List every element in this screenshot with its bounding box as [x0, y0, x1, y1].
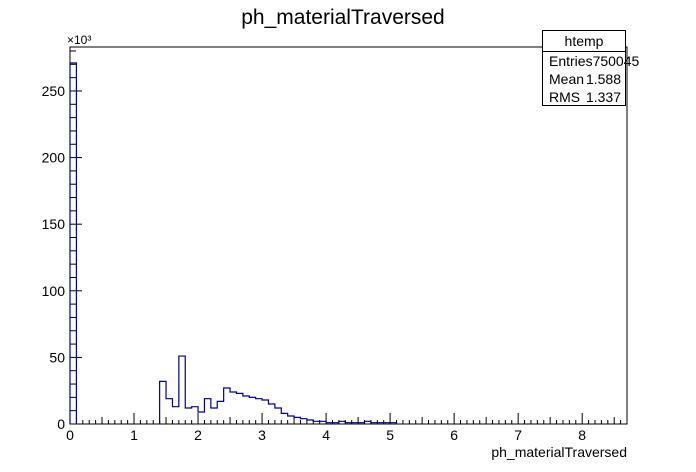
y-tick-label: 150: [42, 216, 66, 232]
histogram-bin: [236, 393, 242, 424]
histogram-bin: [224, 388, 230, 424]
stats-value: 750045: [592, 53, 640, 69]
histogram-bin: [198, 412, 204, 424]
histogram-bin: [172, 407, 178, 424]
histogram-bin: [256, 399, 262, 424]
x-tick-label: 7: [514, 427, 522, 443]
stats-label: RMS: [549, 89, 581, 105]
x-axis-ticks: 0 1 2 3 4 5 6 7 8: [66, 413, 586, 443]
histogram-bin: [166, 399, 172, 424]
x-tick-label: 1: [130, 427, 138, 443]
y-tick-label: 50: [49, 349, 65, 365]
y-tick-label: 100: [42, 283, 66, 299]
histogram-bin: [179, 356, 185, 424]
stats-row-mean: Mean 1.588: [543, 70, 625, 88]
y-axis-multiplier: ×10³: [67, 33, 91, 47]
histogram-series-line: [69, 62, 398, 424]
histogram-bin: [230, 392, 236, 424]
histogram-bin: [249, 397, 255, 424]
histogram-bin: [262, 400, 268, 424]
histogram-bin: [211, 408, 217, 424]
y-tick-label: 200: [42, 150, 66, 166]
histogram-bin: [300, 419, 306, 424]
histogram-bin: [217, 401, 223, 424]
histogram-bin: [288, 416, 294, 424]
histogram-bin: [268, 404, 274, 424]
x-tick-label: 0: [66, 427, 74, 443]
x-tick-label: 4: [322, 427, 330, 443]
x-tick-label: 2: [194, 427, 202, 443]
x-axis-label: ph_materialTraversed: [491, 444, 627, 460]
histogram-bin: [192, 407, 198, 424]
stats-label: Mean: [549, 71, 585, 87]
x-tick-label: 8: [578, 427, 586, 443]
histogram-bin: [204, 399, 210, 424]
stats-row-entries: Entries 750045: [543, 52, 639, 70]
stats-value: 1.337: [585, 89, 621, 105]
x-tick-label: 6: [450, 427, 458, 443]
histogram-bin: [281, 413, 287, 424]
histogram-bin: [243, 396, 249, 424]
x-tick-label: 3: [258, 427, 266, 443]
axis-minor-ticks: [70, 50, 622, 424]
chart-title: ph_materialTraversed: [241, 6, 444, 29]
x-tick-label: 5: [386, 427, 394, 443]
stats-box-title: htemp: [543, 31, 625, 52]
histogram-bin: [294, 417, 300, 424]
histogram-bin: [185, 408, 191, 424]
y-tick-label: 250: [42, 83, 66, 99]
stats-box: htemp Entries 750045 Mean 1.588 RMS 1.33…: [542, 30, 639, 106]
stats-label: Entries: [549, 53, 593, 69]
stats-value: 1.588: [585, 71, 621, 87]
stats-row-rms: RMS 1.337: [543, 88, 625, 106]
histogram-bin: [160, 381, 166, 424]
histogram-bins: [70, 63, 397, 424]
histogram-bin: [275, 408, 281, 424]
y-tick-label: 0: [57, 416, 65, 432]
